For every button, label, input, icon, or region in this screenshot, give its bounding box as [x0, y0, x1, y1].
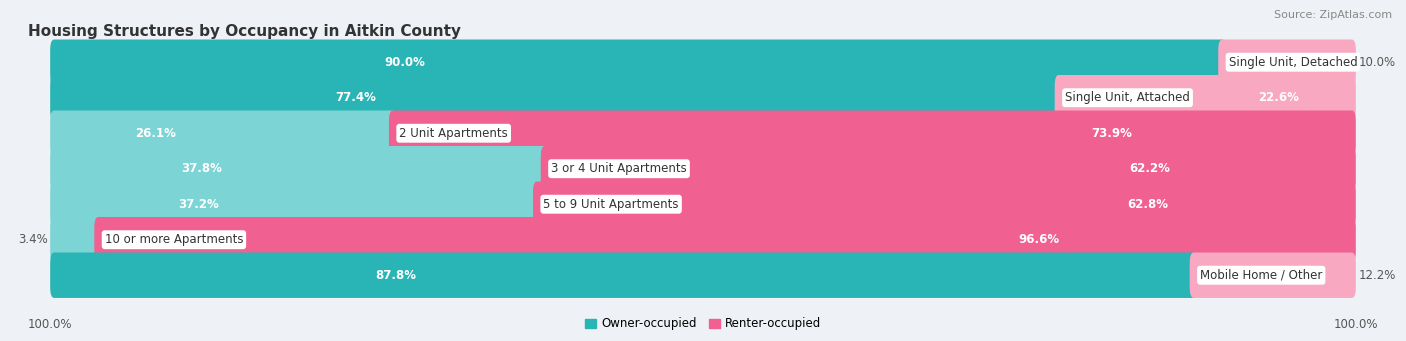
- Text: 62.2%: 62.2%: [1129, 162, 1171, 175]
- Text: 73.9%: 73.9%: [1091, 127, 1133, 140]
- Text: 62.8%: 62.8%: [1128, 198, 1168, 211]
- FancyBboxPatch shape: [51, 110, 396, 156]
- FancyBboxPatch shape: [51, 75, 1063, 120]
- FancyBboxPatch shape: [389, 110, 1355, 156]
- Legend: Owner-occupied, Renter-occupied: Owner-occupied, Renter-occupied: [579, 313, 827, 335]
- FancyBboxPatch shape: [1218, 40, 1355, 85]
- Text: 2 Unit Apartments: 2 Unit Apartments: [399, 127, 508, 140]
- Text: 87.8%: 87.8%: [375, 269, 416, 282]
- Text: Mobile Home / Other: Mobile Home / Other: [1201, 269, 1323, 282]
- FancyBboxPatch shape: [1054, 75, 1355, 120]
- FancyBboxPatch shape: [53, 46, 1353, 78]
- FancyBboxPatch shape: [53, 117, 1353, 150]
- FancyBboxPatch shape: [1189, 252, 1355, 298]
- Text: 22.6%: 22.6%: [1258, 91, 1299, 104]
- Text: 10 or more Apartments: 10 or more Apartments: [104, 233, 243, 246]
- Text: Single Unit, Detached: Single Unit, Detached: [1229, 56, 1357, 69]
- Text: 37.8%: 37.8%: [181, 162, 222, 175]
- Text: Housing Structures by Occupancy in Aitkin County: Housing Structures by Occupancy in Aitki…: [28, 24, 461, 39]
- FancyBboxPatch shape: [51, 181, 541, 227]
- FancyBboxPatch shape: [51, 252, 1198, 298]
- FancyBboxPatch shape: [53, 152, 1353, 185]
- Text: 12.2%: 12.2%: [1358, 269, 1396, 282]
- Text: 77.4%: 77.4%: [335, 91, 375, 104]
- Text: 90.0%: 90.0%: [384, 56, 425, 69]
- FancyBboxPatch shape: [51, 217, 103, 263]
- FancyBboxPatch shape: [533, 181, 1355, 227]
- Text: Single Unit, Attached: Single Unit, Attached: [1066, 91, 1189, 104]
- FancyBboxPatch shape: [541, 146, 1355, 191]
- Text: Source: ZipAtlas.com: Source: ZipAtlas.com: [1274, 10, 1392, 20]
- FancyBboxPatch shape: [51, 146, 548, 191]
- Text: 100.0%: 100.0%: [28, 318, 73, 331]
- FancyBboxPatch shape: [53, 259, 1353, 292]
- Text: 37.2%: 37.2%: [179, 198, 219, 211]
- FancyBboxPatch shape: [51, 40, 1226, 85]
- Text: 10.0%: 10.0%: [1358, 56, 1396, 69]
- Text: 3.4%: 3.4%: [18, 233, 48, 246]
- Text: 3 or 4 Unit Apartments: 3 or 4 Unit Apartments: [551, 162, 688, 175]
- FancyBboxPatch shape: [53, 188, 1353, 221]
- Text: 100.0%: 100.0%: [1333, 318, 1378, 331]
- FancyBboxPatch shape: [94, 217, 1355, 263]
- FancyBboxPatch shape: [53, 81, 1353, 114]
- Text: 96.6%: 96.6%: [1018, 233, 1059, 246]
- FancyBboxPatch shape: [53, 223, 1353, 256]
- Text: 5 to 9 Unit Apartments: 5 to 9 Unit Apartments: [543, 198, 679, 211]
- Text: 26.1%: 26.1%: [135, 127, 176, 140]
